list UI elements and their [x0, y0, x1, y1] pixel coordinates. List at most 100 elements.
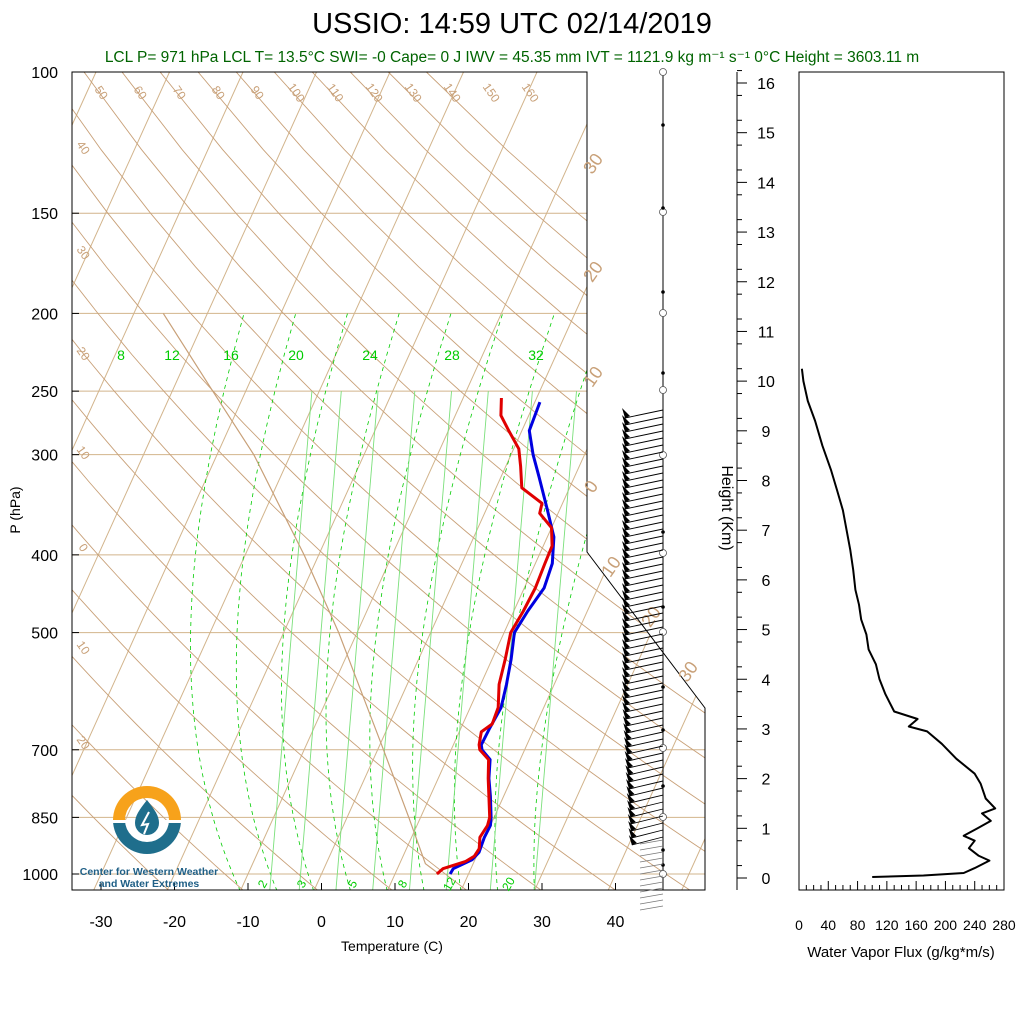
wind-barb	[631, 829, 664, 839]
wind-barb	[624, 661, 664, 671]
logo-caption: Center for Western Weather and Water Ext…	[60, 866, 238, 890]
height-tick-label: 12	[757, 275, 775, 292]
level-dot	[661, 123, 665, 127]
dry-adiabat	[197, 72, 705, 890]
wind-pennant	[622, 674, 630, 684]
dry-adiabat	[235, 72, 705, 890]
wind-pennant	[622, 422, 630, 432]
wind-pennant	[624, 744, 633, 754]
height-tick-label: 10	[757, 374, 775, 391]
wind-pennant	[625, 772, 634, 782]
height-tick-label: 0	[762, 871, 771, 888]
wind-barb	[629, 787, 664, 797]
wind-barb	[624, 633, 664, 643]
isotherm-line	[533, 72, 705, 890]
wind-barb	[624, 584, 664, 594]
flux-axis-label: Water Vapor Flux (g/kg*m/s)	[807, 944, 995, 961]
level-dot	[661, 206, 665, 210]
wind-pennant	[622, 702, 631, 712]
mixing-ratio-bottom-label: 2	[255, 877, 271, 890]
wind-pennant	[625, 765, 634, 775]
isotherm-label: 80	[209, 83, 228, 102]
moist-adiabat	[533, 313, 659, 890]
wind-barb	[624, 696, 664, 706]
wind-pennant	[622, 520, 630, 530]
y-tick-label: 100	[31, 65, 58, 82]
wind-pennant	[628, 828, 637, 838]
moist-adiabat	[190, 313, 245, 890]
wind-barb-light	[639, 899, 664, 905]
wind-barb	[624, 654, 664, 664]
dry-adiabat	[273, 72, 705, 890]
wind-barb	[624, 626, 664, 636]
flux-tick-label: 160	[904, 917, 928, 933]
wind-pennant	[622, 716, 631, 726]
wind-barb	[624, 430, 664, 440]
wind-barb-light	[639, 869, 664, 875]
calm-circle	[659, 549, 667, 557]
wind-pennant	[622, 485, 630, 495]
wind-barb	[624, 577, 664, 587]
wind-pennant	[622, 632, 630, 642]
wind-barb	[631, 836, 664, 846]
y-tick-label: 400	[31, 548, 58, 565]
wind-barb	[624, 647, 664, 657]
x-tick-label: 30	[533, 914, 551, 931]
mixing-ratio-label: 32	[528, 347, 544, 363]
flux-frame	[798, 71, 1005, 891]
isotherm-label: 150	[480, 80, 503, 105]
wind-pennant	[622, 618, 630, 628]
wind-barb-light	[639, 839, 664, 845]
wind-barb	[626, 731, 664, 741]
moist-adiabat	[494, 313, 607, 890]
wind-pennant	[622, 499, 630, 509]
wind-barb	[628, 766, 664, 776]
wind-barb-light	[639, 887, 664, 893]
isotherm-label: 90	[248, 83, 267, 102]
isotherm-line	[239, 72, 611, 890]
logo-water-arc	[113, 820, 181, 854]
mixing-ratio-line	[372, 391, 416, 890]
wind-pennant	[622, 436, 630, 446]
wind-barb	[624, 598, 664, 608]
isotherm-label: 110	[324, 81, 347, 105]
x-axis-label: Temperature (C)	[341, 938, 443, 954]
wind-pennant	[622, 660, 630, 670]
calm-circle	[659, 870, 667, 878]
wind-pennant	[622, 569, 630, 579]
mixing-ratio-label: 8	[117, 347, 125, 363]
flux-tick-label: 280	[992, 917, 1016, 933]
wind-barb	[625, 703, 664, 713]
wind-barb-light	[639, 863, 664, 869]
mixing-ratio-line	[408, 391, 452, 890]
mixing-ratio-label: 28	[444, 347, 460, 363]
height-tick-label: 6	[762, 573, 771, 590]
skew-t-profiles	[162, 313, 556, 876]
mixing-ratio-line	[298, 391, 342, 890]
x-tick-label: -20	[163, 914, 186, 931]
wind-pennant	[627, 814, 636, 824]
wind-pennant	[622, 443, 630, 453]
wind-pennant	[628, 835, 637, 845]
wind-pennant	[624, 751, 633, 761]
y-axis-label: P (hPa)	[7, 486, 23, 533]
dry-adiabat	[72, 72, 705, 890]
level-dot	[661, 848, 665, 852]
mixing-ratio-bottom-label: 20	[499, 874, 518, 893]
wind-barb-panel	[622, 68, 667, 911]
wind-pennant	[622, 639, 630, 649]
isotherm-line	[72, 72, 317, 890]
height-tick-label: 2	[762, 772, 771, 789]
height-tick-label: 9	[762, 424, 771, 441]
wind-pennant	[622, 597, 630, 607]
wind-pennant	[627, 807, 636, 817]
isotherm-line	[166, 72, 538, 890]
page-title: USSIO: 14:59 UTC 02/14/2019	[312, 8, 712, 40]
wind-barb	[624, 437, 664, 447]
wind-pennant	[628, 821, 637, 831]
height-tick-label: 3	[762, 722, 771, 739]
calm-circle	[659, 744, 667, 752]
wind-barb	[630, 808, 664, 818]
wind-barb-light	[639, 851, 664, 857]
dry-adiabat	[83, 72, 705, 890]
